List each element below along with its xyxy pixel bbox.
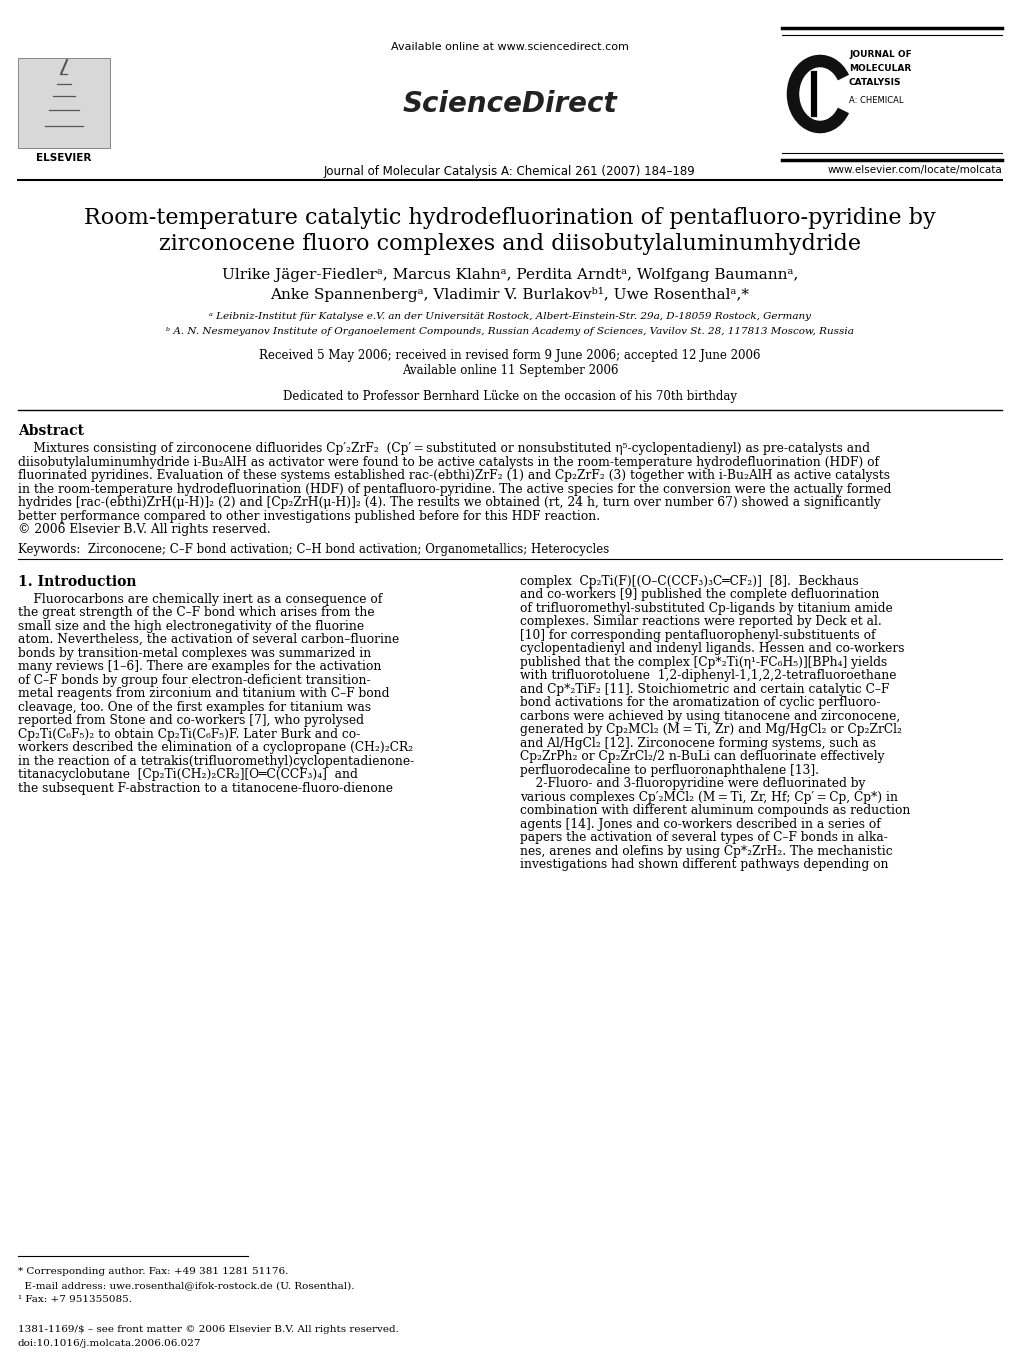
Text: the subsequent F-abstraction to a titanocene-fluoro-dienone: the subsequent F-abstraction to a titano… <box>18 781 392 795</box>
Text: A: CHEMICAL: A: CHEMICAL <box>848 97 903 105</box>
Text: perfluorodecaline to perfluoronaphthalene [13].: perfluorodecaline to perfluoronaphthalen… <box>520 764 818 777</box>
Text: Keywords:  Zirconocene; C–F bond activation; C–H bond activation; Organometallic: Keywords: Zirconocene; C–F bond activati… <box>18 543 608 555</box>
Text: workers described the elimination of a cyclopropane (CH₂)₂CR₂: workers described the elimination of a c… <box>18 740 413 754</box>
Text: ELSEVIER: ELSEVIER <box>37 152 92 163</box>
Text: generated by Cp₂MCl₂ (M = Ti, Zr) and Mg/HgCl₂ or Cp₂ZrCl₂: generated by Cp₂MCl₂ (M = Ti, Zr) and Mg… <box>520 723 901 736</box>
Text: JOURNAL OF: JOURNAL OF <box>848 50 911 59</box>
Text: cyclopentadienyl and indenyl ligands. Hessen and co-workers: cyclopentadienyl and indenyl ligands. He… <box>520 642 904 655</box>
Text: diisobutylaluminumhydride i-Bu₂AlH as activator were found to be active catalyst: diisobutylaluminumhydride i-Bu₂AlH as ac… <box>18 456 878 468</box>
Text: bonds by transition-metal complexes was summarized in: bonds by transition-metal complexes was … <box>18 646 371 660</box>
Text: carbons were achieved by using titanocene and zirconocene,: carbons were achieved by using titanocen… <box>520 709 900 723</box>
Text: metal reagents from zirconium and titanium with C–F bond: metal reagents from zirconium and titani… <box>18 687 389 700</box>
Text: papers the activation of several types of C–F bonds in alka-: papers the activation of several types o… <box>520 832 887 844</box>
Text: E-mail address: uwe.rosenthal@ifok-rostock.de (U. Rosenthal).: E-mail address: uwe.rosenthal@ifok-rosto… <box>18 1281 355 1290</box>
Text: * Corresponding author. Fax: +49 381 1281 51176.: * Corresponding author. Fax: +49 381 128… <box>18 1267 288 1277</box>
Text: Cp₂ZrPh₂ or Cp₂ZrCl₂/2 n-BuLi can defluorinate effectively: Cp₂ZrPh₂ or Cp₂ZrCl₂/2 n-BuLi can defluo… <box>520 750 883 764</box>
Text: © 2006 Elsevier B.V. All rights reserved.: © 2006 Elsevier B.V. All rights reserved… <box>18 523 270 536</box>
Text: ᵃ Leibniz-Institut für Katalyse e.V. an der Universität Rostock, Albert-Einstein: ᵃ Leibniz-Institut für Katalyse e.V. an … <box>209 312 810 321</box>
Text: atom. Nevertheless, the activation of several carbon–fluorine: atom. Nevertheless, the activation of se… <box>18 633 398 646</box>
Text: various complexes Cp′₂MCl₂ (M = Ti, Zr, Hf; Cp′ = Cp, Cp*) in: various complexes Cp′₂MCl₂ (M = Ti, Zr, … <box>520 791 897 803</box>
Text: fluorinated pyridines. Evaluation of these systems established rac-(ebthi)ZrF₂ (: fluorinated pyridines. Evaluation of the… <box>18 470 890 482</box>
Text: 1381-1169/$ – see front matter © 2006 Elsevier B.V. All rights reserved.: 1381-1169/$ – see front matter © 2006 El… <box>18 1326 398 1334</box>
Text: agents [14]. Jones and co-workers described in a series of: agents [14]. Jones and co-workers descri… <box>520 818 879 830</box>
Text: Anke Spannenbergᵃ, Vladimir V. Burlakovᵇ¹, Uwe Rosenthalᵃ,*: Anke Spannenbergᵃ, Vladimir V. Burlakovᵇ… <box>270 287 749 302</box>
Text: Mixtures consisting of zirconocene difluorides Cp′₂ZrF₂  (Cp′ = substituted or n: Mixtures consisting of zirconocene diflu… <box>18 442 869 455</box>
Text: hydrides [rac-(ebthi)ZrH(μ-H)]₂ (2) and [Cp₂ZrH(μ-H)]₂ (4). The results we obtai: hydrides [rac-(ebthi)ZrH(μ-H)]₂ (2) and … <box>18 495 879 509</box>
Text: zirconocene fluoro complexes and diisobutylaluminumhydride: zirconocene fluoro complexes and diisobu… <box>159 233 860 255</box>
Text: Cp₂Ti(C₆F₅)₂ to obtain Cp₂Ti(C₆F₅)F. Later Burk and co-: Cp₂Ti(C₆F₅)₂ to obtain Cp₂Ti(C₆F₅)F. Lat… <box>18 728 360 740</box>
Text: Available online 11 September 2006: Available online 11 September 2006 <box>401 363 618 377</box>
Text: Received 5 May 2006; received in revised form 9 June 2006; accepted 12 June 2006: Received 5 May 2006; received in revised… <box>259 348 760 362</box>
Text: cleavage, too. One of the first examples for titanium was: cleavage, too. One of the first examples… <box>18 701 371 713</box>
Text: Room-temperature catalytic hydrodefluorination of pentafluoro-pyridine by: Room-temperature catalytic hydrodefluori… <box>84 207 935 229</box>
Text: complex  Cp₂Ti(F)[(O–C(CCF₃)₃C═CF₂)]  [8].  Beckhaus: complex Cp₂Ti(F)[(O–C(CCF₃)₃C═CF₂)] [8].… <box>520 574 858 588</box>
Text: CATALYSIS: CATALYSIS <box>848 78 901 87</box>
Text: many reviews [1–6]. There are examples for the activation: many reviews [1–6]. There are examples f… <box>18 660 381 672</box>
Text: better performance compared to other investigations published before for this HD: better performance compared to other inv… <box>18 509 599 523</box>
Text: 1. Introduction: 1. Introduction <box>18 574 137 588</box>
Text: nes, arenes and olefins by using Cp*₂ZrH₂. The mechanistic: nes, arenes and olefins by using Cp*₂ZrH… <box>520 844 892 857</box>
Text: bond activations for the aromatization of cyclic perfluoro-: bond activations for the aromatization o… <box>520 695 879 709</box>
Text: www.elsevier.com/locate/molcata: www.elsevier.com/locate/molcata <box>826 165 1001 176</box>
Text: complexes. Similar reactions were reported by Deck et al.: complexes. Similar reactions were report… <box>520 615 880 627</box>
Text: in the room-temperature hydrodefluorination (HDF) of pentafluoro-pyridine. The a: in the room-temperature hydrodefluorinat… <box>18 483 891 495</box>
Text: investigations had shown different pathways depending on: investigations had shown different pathw… <box>520 857 888 871</box>
Text: ¹ Fax: +7 951355085.: ¹ Fax: +7 951355085. <box>18 1296 131 1304</box>
Text: of trifluoromethyl-substituted Cp-ligands by titanium amide: of trifluoromethyl-substituted Cp-ligand… <box>520 602 892 615</box>
Text: and Cp*₂TiF₂ [11]. Stoichiometric and certain catalytic C–F: and Cp*₂TiF₂ [11]. Stoichiometric and ce… <box>520 682 889 695</box>
Text: doi:10.1016/j.molcata.2006.06.027: doi:10.1016/j.molcata.2006.06.027 <box>18 1339 202 1347</box>
Text: Journal of Molecular Catalysis A: Chemical 261 (2007) 184–189: Journal of Molecular Catalysis A: Chemic… <box>324 165 695 178</box>
Text: ᵇ A. N. Nesmeyanov Institute of Organoelement Compounds, Russian Academy of Scie: ᵇ A. N. Nesmeyanov Institute of Organoel… <box>166 327 853 336</box>
Text: and co-workers [9] published the complete defluorination: and co-workers [9] published the complet… <box>520 588 878 602</box>
Text: ScienceDirect: ScienceDirect <box>403 90 616 118</box>
Text: in the reaction of a tetrakis(trifluoromethyl)cyclopentadienone-: in the reaction of a tetrakis(trifluorom… <box>18 754 414 768</box>
Text: published that the complex [Cp*₂Ti(η¹-FC₆H₅)][BPh₄] yields: published that the complex [Cp*₂Ti(η¹-FC… <box>520 656 887 668</box>
Text: of C–F bonds by group four electron-deficient transition-: of C–F bonds by group four electron-defi… <box>18 674 370 686</box>
Text: small size and the high electronegativity of the fluorine: small size and the high electronegativit… <box>18 619 364 633</box>
Text: reported from Stone and co-workers [7], who pyrolysed: reported from Stone and co-workers [7], … <box>18 715 364 727</box>
Text: Dedicated to Professor Bernhard Lücke on the occasion of his 70th birthday: Dedicated to Professor Bernhard Lücke on… <box>282 391 737 403</box>
Text: 2-Fluoro- and 3-fluoropyridine were defluorinated by: 2-Fluoro- and 3-fluoropyridine were defl… <box>520 777 864 789</box>
Text: with trifluorotoluene  1,2-diphenyl-1,1,2,2-tetrafluoroethane: with trifluorotoluene 1,2-diphenyl-1,1,2… <box>520 670 896 682</box>
Text: and Al/HgCl₂ [12]. Zirconocene forming systems, such as: and Al/HgCl₂ [12]. Zirconocene forming s… <box>520 736 875 750</box>
Text: MOLECULAR: MOLECULAR <box>848 64 910 73</box>
Text: combination with different aluminum compounds as reduction: combination with different aluminum comp… <box>520 804 910 817</box>
Text: Abstract: Abstract <box>18 425 84 438</box>
Text: the great strength of the C–F bond which arises from the: the great strength of the C–F bond which… <box>18 606 374 619</box>
Text: Available online at www.sciencedirect.com: Available online at www.sciencedirect.co… <box>390 42 629 52</box>
Text: Ulrike Jäger-Fiedlerᵃ, Marcus Klahnᵃ, Perdita Arndtᵃ, Wolfgang Baumannᵃ,: Ulrike Jäger-Fiedlerᵃ, Marcus Klahnᵃ, Pe… <box>221 268 798 282</box>
Bar <box>18 59 110 148</box>
Text: Fluorocarbons are chemically inert as a consequence of: Fluorocarbons are chemically inert as a … <box>18 592 382 606</box>
Text: [10] for corresponding pentafluorophenyl-substituents of: [10] for corresponding pentafluorophenyl… <box>520 629 874 641</box>
Text: titanacyclobutane  [Cp₂Ti(CH₂)₂CR₂][O═C(CCF₃)₄]  and: titanacyclobutane [Cp₂Ti(CH₂)₂CR₂][O═C(C… <box>18 768 358 781</box>
